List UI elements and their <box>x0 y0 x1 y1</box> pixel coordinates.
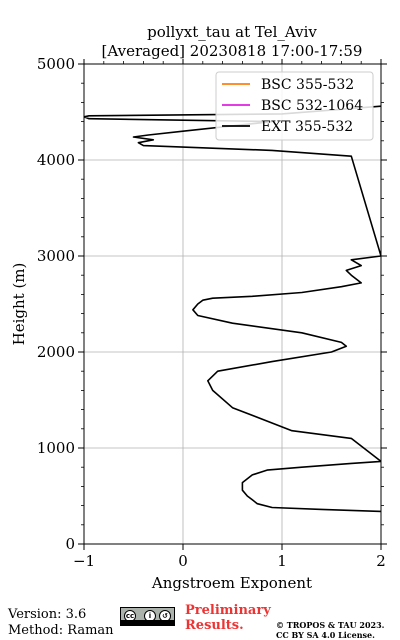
x-axis-label: Angstroem Exponent <box>151 574 312 592</box>
x-tick-label: 0 <box>178 552 188 570</box>
y-tick-label: 0 <box>65 535 75 553</box>
method-text: Method: Raman <box>8 623 114 638</box>
cc-by-sa-icon: cc i ↺ <box>120 607 175 626</box>
grid <box>84 64 381 544</box>
footer-info: Version: 3.6 Method: Raman <box>8 607 114 639</box>
preliminary-line-2: Results. <box>185 618 244 633</box>
y-tick-label: 1000 <box>37 439 75 457</box>
cc-strip <box>121 620 174 625</box>
copyright-notice: © TROPOS & TAU 2023. CC BY SA 4.0 Licens… <box>276 620 384 640</box>
legend-box <box>215 71 374 141</box>
preliminary-line-1: Preliminary <box>185 603 271 618</box>
x-tick-label: 2 <box>376 552 386 570</box>
y-tick-label: 4000 <box>37 151 75 169</box>
series-line-ext-355-532 <box>84 105 381 513</box>
sa-circle-icon: ↺ <box>159 610 171 622</box>
legend: BSC 355-532 BSC 532-1064 EXT 355-532 <box>215 71 374 141</box>
chart-title: pollyxt_tau at Tel_Aviv <box>147 23 317 41</box>
axes-frame <box>83 63 382 545</box>
preliminary-notice: Preliminary Results. <box>185 603 271 633</box>
copyright-line-1: © TROPOS & TAU 2023. <box>276 620 385 630</box>
y-tick-label: 3000 <box>37 247 75 265</box>
copyright-line-2: CC BY SA 4.0 License. <box>276 630 375 640</box>
legend-label: EXT 355-532 <box>261 119 353 135</box>
x-tick-label: −1 <box>73 552 95 570</box>
y-tick-label: 2000 <box>37 343 75 361</box>
plot-area <box>84 105 381 513</box>
legend-label: BSC 532-1064 <box>261 98 363 114</box>
y-tick-label: 5000 <box>37 55 75 73</box>
legend-label: BSC 355-532 <box>261 77 354 93</box>
y-axis-label: Height (m) <box>10 263 28 346</box>
x-tick-label: 1 <box>277 552 287 570</box>
version-text: Version: 3.6 <box>8 607 87 622</box>
chart-subtitle: [Averaged] 20230818 17:00-17:59 <box>102 42 363 60</box>
